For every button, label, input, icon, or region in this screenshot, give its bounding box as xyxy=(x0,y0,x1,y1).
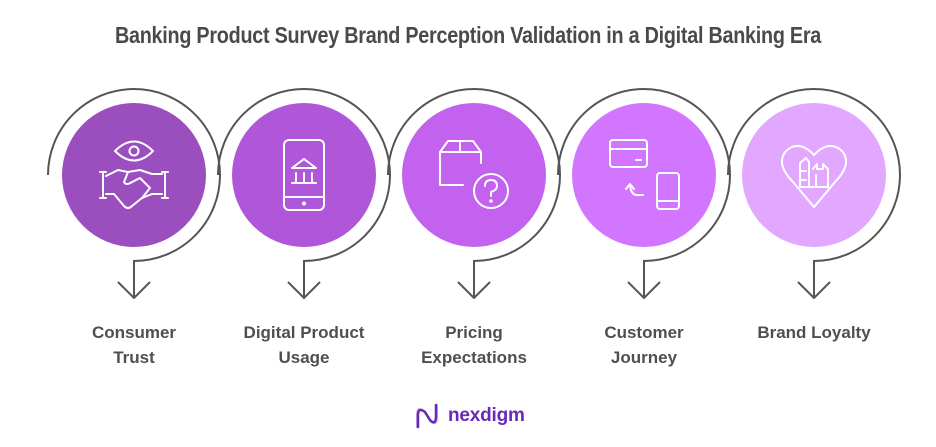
step-pricing-expectations xyxy=(387,88,561,300)
box-question-icon xyxy=(439,140,509,209)
label-line: Expectations xyxy=(421,348,527,367)
label-line: Brand Loyalty xyxy=(757,323,871,342)
arrow-down-icon xyxy=(287,281,321,300)
label-digital-product-usage: Digital Product Usage xyxy=(224,320,384,370)
label-line: Customer xyxy=(604,323,684,342)
card-to-phone-icon xyxy=(609,139,680,210)
step-digital-product-usage xyxy=(217,88,391,300)
page-title: Banking Product Survey Brand Perception … xyxy=(114,22,822,48)
arrow-down-icon xyxy=(457,281,491,300)
arrow-down-icon xyxy=(797,281,831,300)
label-consumer-trust: Consumer Trust xyxy=(54,320,214,370)
arrow-down-icon xyxy=(117,281,151,300)
label-line: Pricing xyxy=(445,323,503,342)
brand-logo: nexdigm xyxy=(412,400,525,432)
step-customer-journey xyxy=(557,88,731,300)
step-circle xyxy=(402,103,546,247)
label-customer-journey: Customer Journey xyxy=(564,320,724,370)
nexdigm-logo-icon xyxy=(416,403,438,429)
label-line: Digital Product xyxy=(243,323,365,342)
step-consumer-trust xyxy=(47,88,221,300)
arrow-down-icon xyxy=(627,281,661,300)
eye-handshake-icon xyxy=(99,140,169,209)
arc-connector xyxy=(387,88,561,297)
arc-connector xyxy=(727,88,901,297)
arc-connector xyxy=(47,88,221,297)
step-circle xyxy=(62,103,206,247)
mobile-bank-icon xyxy=(283,139,325,211)
arc-connector xyxy=(557,88,731,297)
step-circle xyxy=(572,103,716,247)
step-circle xyxy=(742,103,886,247)
label-line: Trust xyxy=(113,348,155,367)
label-brand-loyalty: Brand Loyalty xyxy=(734,320,894,345)
label-line: Consumer xyxy=(91,323,177,342)
label-line: Journey xyxy=(610,348,678,367)
arc-connector xyxy=(217,88,391,297)
step-brand-loyalty xyxy=(727,88,901,300)
heart-building-icon xyxy=(780,145,848,208)
label-line: Usage xyxy=(278,348,330,367)
label-pricing-expectations: Pricing Expectations xyxy=(394,320,554,370)
logo-text: nexdigm xyxy=(448,405,525,426)
